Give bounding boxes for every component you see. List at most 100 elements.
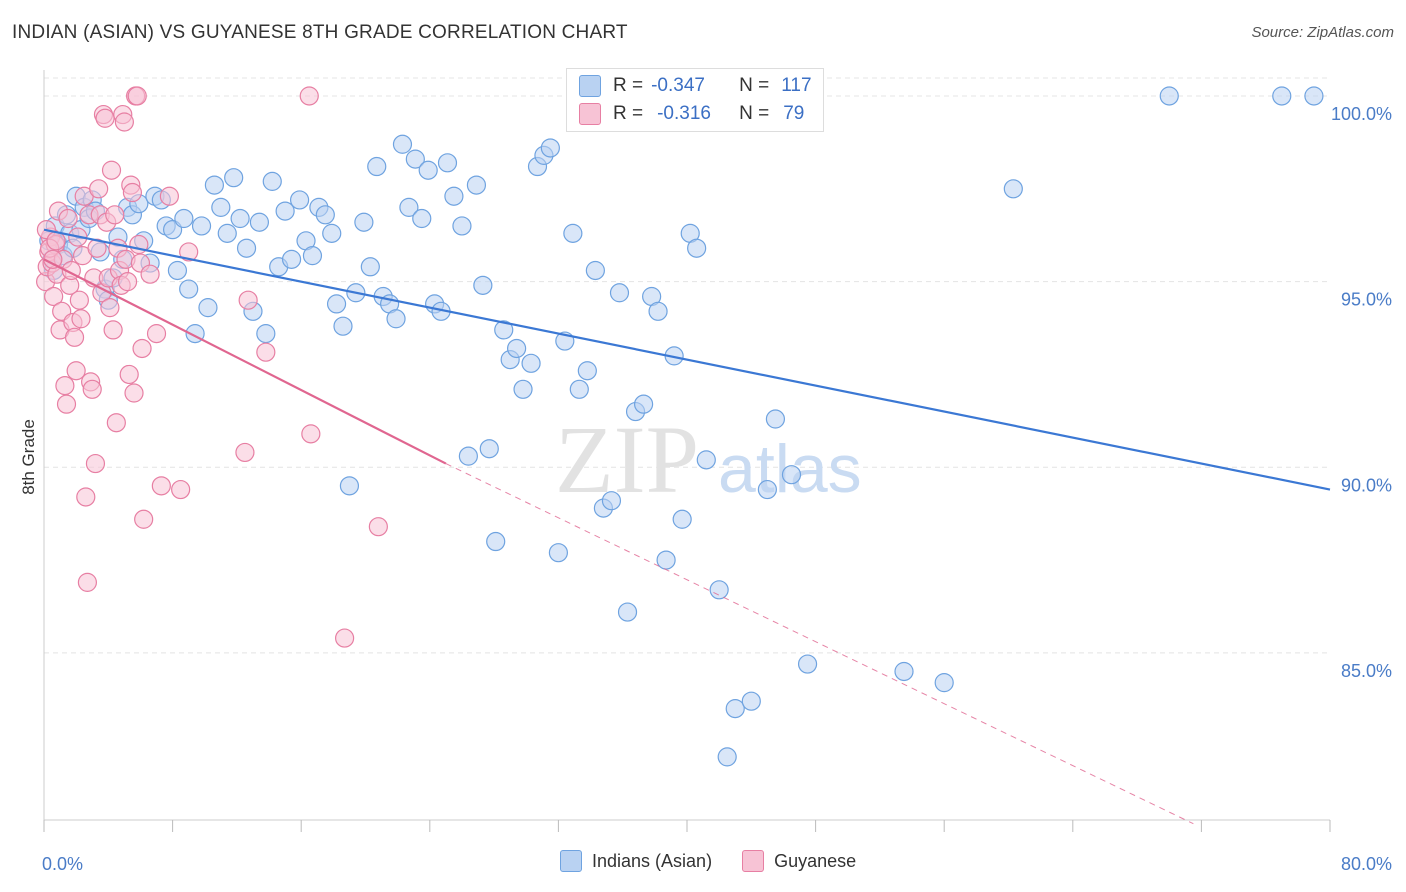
guyanese-point bbox=[66, 361, 86, 381]
r-label: R = bbox=[613, 75, 644, 96]
stats-legend: R = -0.347 N = 117 R = -0.316 N = 79 bbox=[566, 68, 824, 132]
legend-item-indians[interactable]: Indians (Asian) bbox=[560, 850, 712, 872]
indians-trend-line bbox=[43, 228, 1331, 491]
guyanese-point bbox=[105, 205, 125, 225]
indians-point bbox=[1159, 86, 1179, 106]
n-label: N = bbox=[739, 103, 770, 124]
indians-point bbox=[741, 691, 761, 711]
indians-point bbox=[563, 223, 583, 243]
indians-point bbox=[418, 160, 438, 180]
guyanese-point bbox=[85, 453, 106, 474]
guyanese-point bbox=[299, 86, 319, 106]
guyanese-point bbox=[89, 179, 109, 199]
guyanese-point bbox=[117, 272, 138, 292]
n-label: N = bbox=[739, 75, 770, 96]
indians-point bbox=[167, 260, 188, 281]
indians-point bbox=[577, 361, 597, 381]
grid-lines bbox=[44, 77, 1330, 654]
guyanese-point bbox=[103, 320, 123, 340]
indians-point bbox=[466, 175, 487, 195]
guyanese-point bbox=[140, 264, 160, 284]
indians-point bbox=[894, 661, 914, 682]
guyanese-point bbox=[368, 517, 388, 537]
legend-item-guyanese[interactable]: Guyanese bbox=[742, 850, 856, 872]
guyanese-point bbox=[87, 238, 107, 258]
guyanese-trend-line bbox=[43, 258, 447, 465]
stats-row-guyanese: R = -0.316 N = 79 bbox=[579, 103, 804, 125]
guyanese-point bbox=[43, 249, 63, 269]
guyanese-point bbox=[159, 186, 179, 206]
indians-point bbox=[211, 197, 231, 217]
guyanese-point bbox=[179, 242, 199, 262]
indians-point bbox=[458, 446, 478, 466]
indians-point bbox=[507, 338, 527, 359]
indians-point bbox=[262, 171, 282, 191]
indians-point bbox=[339, 476, 360, 496]
indians-point bbox=[224, 168, 244, 188]
guyanese-point bbox=[238, 290, 258, 310]
guyanese-point bbox=[335, 628, 355, 648]
indians-point bbox=[412, 208, 432, 229]
indians-point bbox=[797, 654, 818, 674]
indians-point bbox=[473, 275, 493, 295]
guyanese-point bbox=[58, 208, 78, 229]
indians-point bbox=[1304, 86, 1324, 106]
guyanese-trend-extension bbox=[445, 463, 1194, 825]
guyanese-point bbox=[64, 327, 85, 347]
indians-point bbox=[444, 186, 464, 206]
r-value: -0.347 bbox=[651, 75, 705, 96]
guyanese-point bbox=[119, 364, 139, 385]
indians-point bbox=[174, 208, 194, 229]
guyanese-point bbox=[151, 476, 171, 496]
indians-point bbox=[386, 309, 406, 329]
source-label: Source: ZipAtlas.com bbox=[1251, 24, 1394, 41]
n-value: 117 bbox=[781, 75, 812, 96]
legend-label: Indians (Asian) bbox=[592, 850, 713, 871]
indians-point bbox=[672, 509, 692, 529]
indians-point bbox=[709, 580, 729, 600]
guyanese-point bbox=[95, 108, 115, 128]
guyanese-point bbox=[101, 160, 122, 180]
r-value: -0.316 bbox=[657, 103, 711, 124]
guyanese-point bbox=[132, 338, 152, 359]
indians-point bbox=[479, 439, 499, 459]
indians-point bbox=[405, 149, 425, 169]
indians-point bbox=[725, 699, 745, 719]
indians-point bbox=[513, 379, 533, 399]
indians-point bbox=[687, 238, 707, 258]
indians-point bbox=[392, 134, 413, 154]
indians-swatch bbox=[579, 75, 601, 97]
indians-point bbox=[367, 156, 387, 177]
indians-point bbox=[765, 409, 786, 429]
indians-point bbox=[399, 197, 419, 217]
trend-lines bbox=[43, 228, 1331, 825]
indians-point bbox=[934, 673, 954, 693]
y-tick-label: 100.0% bbox=[1331, 104, 1392, 124]
guyanese-point bbox=[235, 442, 255, 463]
indians-point bbox=[585, 260, 605, 281]
guyanese-point bbox=[76, 487, 96, 507]
axes bbox=[43, 70, 1331, 832]
guyanese-point bbox=[69, 290, 89, 310]
indians-point bbox=[204, 175, 224, 195]
indians-point bbox=[717, 747, 737, 767]
indians-point bbox=[289, 190, 310, 210]
indians-point bbox=[494, 320, 514, 340]
indians-point bbox=[217, 223, 237, 243]
indians-point bbox=[302, 246, 323, 266]
indians-point bbox=[256, 324, 276, 344]
indians-point bbox=[281, 249, 302, 269]
y-tick-label: 95.0% bbox=[1341, 290, 1392, 310]
guyanese-point bbox=[114, 112, 134, 132]
indians-point bbox=[437, 153, 458, 173]
indians-point bbox=[656, 550, 676, 570]
guyanese-points bbox=[36, 86, 388, 648]
r-label: R = bbox=[613, 103, 644, 124]
indians-point bbox=[633, 394, 654, 414]
guyanese-point bbox=[256, 342, 276, 362]
y-tick-label: 90.0% bbox=[1341, 475, 1392, 495]
indians-point bbox=[757, 479, 777, 500]
guyanese-point bbox=[77, 572, 98, 592]
guyanese-point bbox=[127, 86, 147, 106]
